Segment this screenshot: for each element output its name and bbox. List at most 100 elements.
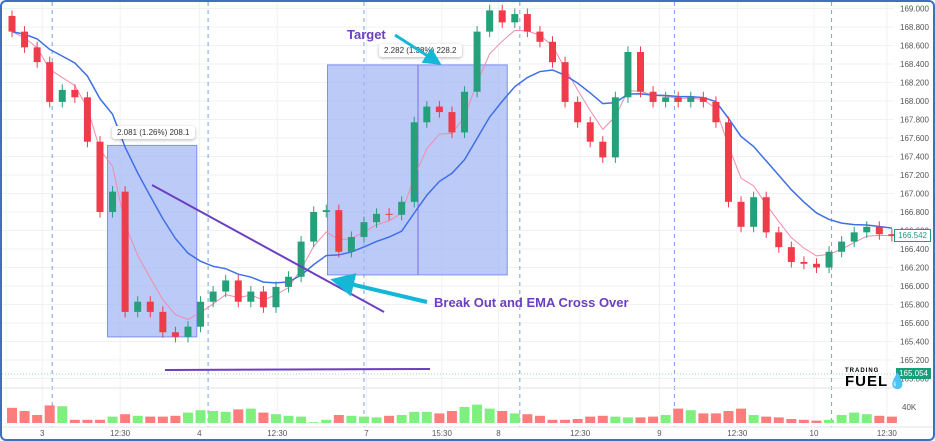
last-price-label: 166.542 [894, 229, 931, 242]
price-tick-label: 168.400 [900, 60, 929, 69]
volume-bar [434, 413, 445, 423]
volume-bar [145, 416, 156, 423]
volume-bar [107, 416, 118, 423]
volume-bar [585, 416, 596, 423]
candle-body [134, 301, 142, 312]
logo-line2: FUEL💧 [845, 374, 908, 389]
candle-body [347, 236, 355, 252]
volume-bar [283, 415, 294, 423]
candle-body [536, 31, 544, 42]
volume-bar [409, 411, 420, 423]
volume-bar [459, 407, 470, 423]
candle-body [46, 62, 54, 102]
volume-bar [484, 408, 495, 423]
candle-body [662, 97, 670, 102]
volume-bar [886, 416, 897, 423]
candle-body [159, 311, 167, 333]
candle-body [310, 212, 318, 242]
level-price-label: 165.054 [896, 368, 931, 379]
volume-axis-label: 40K [902, 403, 917, 412]
target-arrow [394, 33, 442, 65]
candle-body [335, 210, 343, 252]
volume-bar [648, 416, 659, 423]
volume-bar [233, 409, 244, 423]
candle-body [272, 286, 280, 308]
volume-bar [811, 420, 822, 423]
candle-body [775, 232, 783, 248]
candle-body [486, 10, 494, 32]
candle-body [247, 291, 255, 302]
price-tick-label: 167.800 [900, 116, 929, 125]
volume-bar [748, 415, 759, 423]
volume-bar [132, 415, 143, 423]
price-tick-label: 165.000 [900, 375, 929, 384]
volume-bar [308, 422, 319, 423]
volume-bar [736, 408, 747, 423]
candle-body [297, 241, 305, 277]
volume-bar [396, 415, 407, 423]
candle-body [750, 197, 758, 227]
support-line [164, 368, 431, 371]
volume-bar [82, 419, 93, 423]
volume-bar [258, 412, 269, 423]
volume-bar [333, 415, 344, 423]
candle-body [812, 263, 820, 268]
candle-body [171, 332, 179, 337]
volume-bar [622, 417, 633, 423]
candle-body [574, 101, 582, 123]
time-tick-label: 12:30 [110, 429, 131, 438]
price-tick-label: 165.200 [900, 356, 929, 365]
candle-body [109, 191, 117, 212]
volume-bar [19, 411, 30, 423]
candle-body [234, 280, 242, 302]
candle-body [699, 97, 707, 102]
volume-bar [547, 419, 558, 423]
candle-body [498, 10, 506, 23]
candle-body [850, 232, 858, 242]
time-tick-label: 12:30 [267, 429, 288, 438]
candle-body [523, 14, 531, 32]
candle-body [58, 89, 66, 102]
volume-bar [635, 417, 646, 423]
volume-bar [497, 411, 508, 423]
candle-body [96, 141, 104, 212]
volume-bar [208, 411, 219, 423]
volume-bar [560, 419, 571, 423]
volume-bar [660, 415, 671, 423]
breakout-arrow [330, 273, 428, 304]
candle-body [360, 222, 368, 237]
candle-body [800, 261, 808, 264]
volume-bar [798, 419, 809, 423]
volume-bar [522, 414, 533, 423]
volume-bar [371, 417, 382, 423]
candle-body [649, 91, 657, 102]
price-tick-label: 165.600 [900, 319, 929, 328]
volume-bar [69, 419, 80, 423]
price-tick-label: 168.600 [900, 42, 929, 51]
candle-body [561, 62, 569, 102]
trading-fuel-logo: TRADING FUEL💧 [845, 368, 908, 389]
volume-bar [472, 404, 483, 423]
price-tick-label: 167.400 [900, 153, 929, 162]
candle-body [888, 234, 896, 237]
candle-body [259, 291, 267, 308]
volume-bar [824, 419, 835, 423]
time-tick-label: 12:30 [877, 429, 898, 438]
price-tick-label: 165.800 [900, 301, 929, 310]
candle-body [121, 191, 129, 312]
candle-body [637, 51, 644, 92]
candle-body [423, 106, 431, 123]
volume-bar [157, 416, 168, 423]
candle-body [674, 97, 682, 102]
price-tick-label: 167.600 [900, 134, 929, 143]
drop-icon: 💧 [888, 373, 908, 390]
candle-body [209, 291, 217, 302]
time-tick-label: 9 [657, 429, 662, 438]
candle-body [511, 14, 519, 23]
price-tick-label: 166.800 [900, 208, 929, 217]
volume-bar [597, 415, 608, 423]
trendline [151, 184, 385, 313]
candle-body [71, 89, 79, 98]
